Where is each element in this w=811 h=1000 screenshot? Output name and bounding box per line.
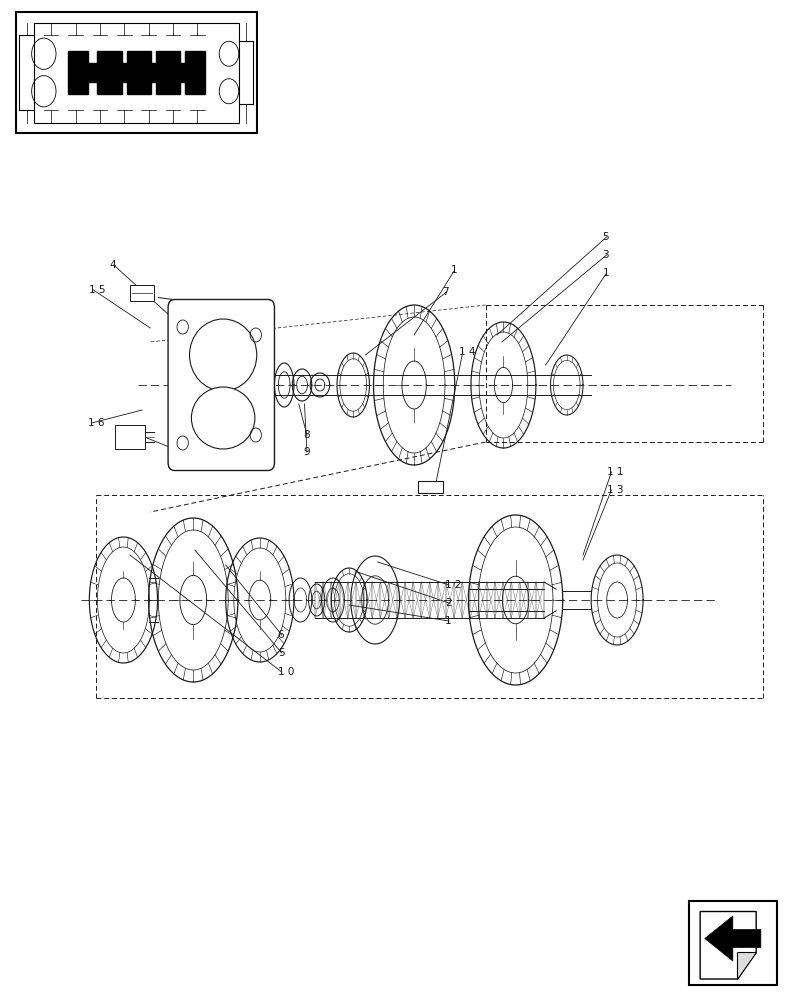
Text: 1 3: 1 3 bbox=[607, 485, 623, 495]
Polygon shape bbox=[699, 912, 755, 979]
Text: 7: 7 bbox=[442, 287, 448, 297]
Text: 5: 5 bbox=[602, 232, 608, 242]
Text: 1: 1 bbox=[450, 265, 457, 275]
Text: 1 5: 1 5 bbox=[89, 285, 105, 295]
Text: 1: 1 bbox=[444, 616, 451, 626]
FancyBboxPatch shape bbox=[168, 300, 274, 471]
Text: 4: 4 bbox=[109, 260, 116, 270]
Ellipse shape bbox=[189, 319, 256, 391]
Text: 1 0: 1 0 bbox=[277, 667, 294, 677]
Text: 1 1: 1 1 bbox=[607, 467, 623, 477]
Text: 1 4: 1 4 bbox=[458, 347, 474, 357]
Bar bbox=[115, 425, 144, 449]
Bar bbox=[68, 51, 88, 94]
Ellipse shape bbox=[191, 387, 255, 449]
Polygon shape bbox=[704, 916, 760, 961]
Text: 3: 3 bbox=[602, 250, 608, 260]
Text: 8: 8 bbox=[303, 430, 309, 440]
Bar bbox=[418, 481, 442, 493]
Bar bbox=[185, 51, 204, 94]
Text: 2: 2 bbox=[444, 598, 451, 608]
Text: 1 2: 1 2 bbox=[444, 580, 461, 590]
Polygon shape bbox=[130, 284, 154, 300]
Text: 9: 9 bbox=[303, 447, 309, 457]
Bar bbox=[127, 51, 151, 94]
Bar bbox=[97, 51, 122, 94]
Bar bbox=[156, 51, 180, 94]
Polygon shape bbox=[736, 952, 755, 979]
Bar bbox=[75, 63, 197, 82]
Text: 6: 6 bbox=[277, 630, 284, 640]
Text: 1: 1 bbox=[602, 268, 608, 278]
Text: 5: 5 bbox=[277, 648, 284, 658]
Text: 1 6: 1 6 bbox=[88, 418, 104, 428]
